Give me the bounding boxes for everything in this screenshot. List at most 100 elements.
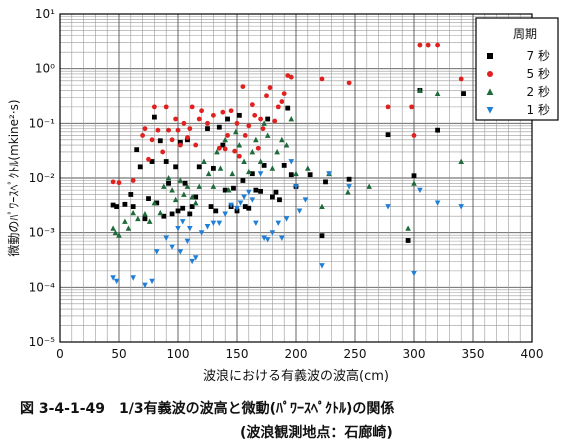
x-tick-label: 400	[521, 347, 544, 361]
data-point	[142, 126, 148, 132]
data-point	[288, 159, 295, 165]
data-point	[246, 123, 252, 129]
data-point	[173, 116, 179, 122]
data-point	[193, 194, 199, 200]
data-point	[425, 42, 431, 48]
data-point	[319, 203, 325, 209]
data-point	[405, 225, 411, 231]
data-point	[175, 208, 181, 214]
data-point	[181, 120, 187, 126]
data-point	[253, 220, 259, 227]
x-tick-label: 0	[56, 347, 64, 361]
data-point	[270, 194, 275, 200]
data-point	[149, 159, 155, 164]
data-point	[110, 275, 116, 281]
data-point	[169, 244, 175, 250]
data-point	[192, 255, 199, 261]
data-point	[193, 142, 199, 148]
data-point	[231, 185, 236, 191]
data-point	[461, 91, 466, 96]
data-point	[130, 209, 136, 216]
data-point	[326, 171, 332, 177]
data-point	[213, 208, 219, 214]
legend-box	[475, 17, 559, 121]
data-point	[189, 193, 195, 200]
data-point	[165, 175, 172, 181]
data-point	[246, 205, 252, 211]
data-point	[228, 202, 234, 209]
data-point	[258, 116, 263, 122]
data-point	[169, 187, 175, 193]
data-point	[288, 74, 294, 80]
data-point	[214, 148, 220, 155]
data-point	[177, 249, 184, 255]
data-point	[272, 118, 278, 124]
data-point	[269, 230, 276, 236]
data-point	[242, 133, 248, 138]
data-point	[458, 204, 464, 210]
data-point	[253, 136, 259, 143]
plot-frame	[59, 13, 533, 343]
data-point	[184, 238, 191, 245]
data-point	[216, 145, 222, 151]
legend-marker	[487, 53, 493, 59]
data-point	[242, 204, 248, 209]
data-point	[319, 263, 325, 269]
data-point	[125, 225, 132, 231]
data-point	[265, 116, 271, 122]
data-point	[269, 165, 276, 171]
data-point	[257, 171, 264, 177]
data-point	[116, 180, 122, 186]
data-point	[216, 124, 222, 130]
data-point	[275, 220, 282, 227]
data-point	[366, 183, 372, 189]
data-point	[283, 216, 290, 222]
data-point	[205, 126, 210, 132]
data-point	[411, 173, 417, 179]
data-point	[255, 145, 261, 151]
data-point	[323, 179, 328, 185]
data-point	[273, 189, 279, 195]
data-point	[137, 164, 143, 170]
data-point	[130, 275, 136, 281]
data-point	[229, 170, 236, 177]
data-point	[345, 189, 351, 195]
data-point	[246, 189, 252, 196]
data-point	[157, 209, 164, 216]
data-point	[385, 132, 391, 138]
data-point	[275, 104, 281, 110]
data-point	[181, 191, 187, 197]
data-point	[189, 258, 195, 265]
data-point	[128, 192, 134, 197]
data-point	[257, 158, 264, 164]
y-tick-label: 10⁻⁴	[29, 280, 56, 294]
data-point	[146, 196, 151, 201]
data-point	[177, 139, 183, 145]
data-point	[417, 87, 423, 93]
y-tick-label: 10⁻¹	[29, 116, 56, 130]
data-point	[140, 133, 146, 138]
data-point	[187, 225, 193, 232]
data-point	[264, 93, 269, 99]
data-point	[225, 133, 230, 138]
data-point	[149, 278, 155, 285]
data-point	[241, 158, 247, 164]
data-point	[149, 137, 155, 143]
data-point	[134, 147, 140, 153]
data-point	[163, 235, 169, 241]
data-point	[113, 278, 120, 285]
data-point	[264, 132, 271, 138]
data-point	[283, 142, 290, 148]
data-point	[434, 90, 441, 96]
data-point	[281, 91, 287, 96]
data-point	[261, 163, 267, 168]
x-tick-label: 100	[167, 347, 190, 361]
data-point	[175, 127, 181, 133]
series-1	[110, 88, 466, 243]
data-point	[261, 235, 267, 241]
data-point	[411, 270, 417, 277]
data-point	[166, 127, 171, 133]
data-point	[146, 156, 151, 162]
y-tick-label: 10⁰	[35, 62, 55, 76]
